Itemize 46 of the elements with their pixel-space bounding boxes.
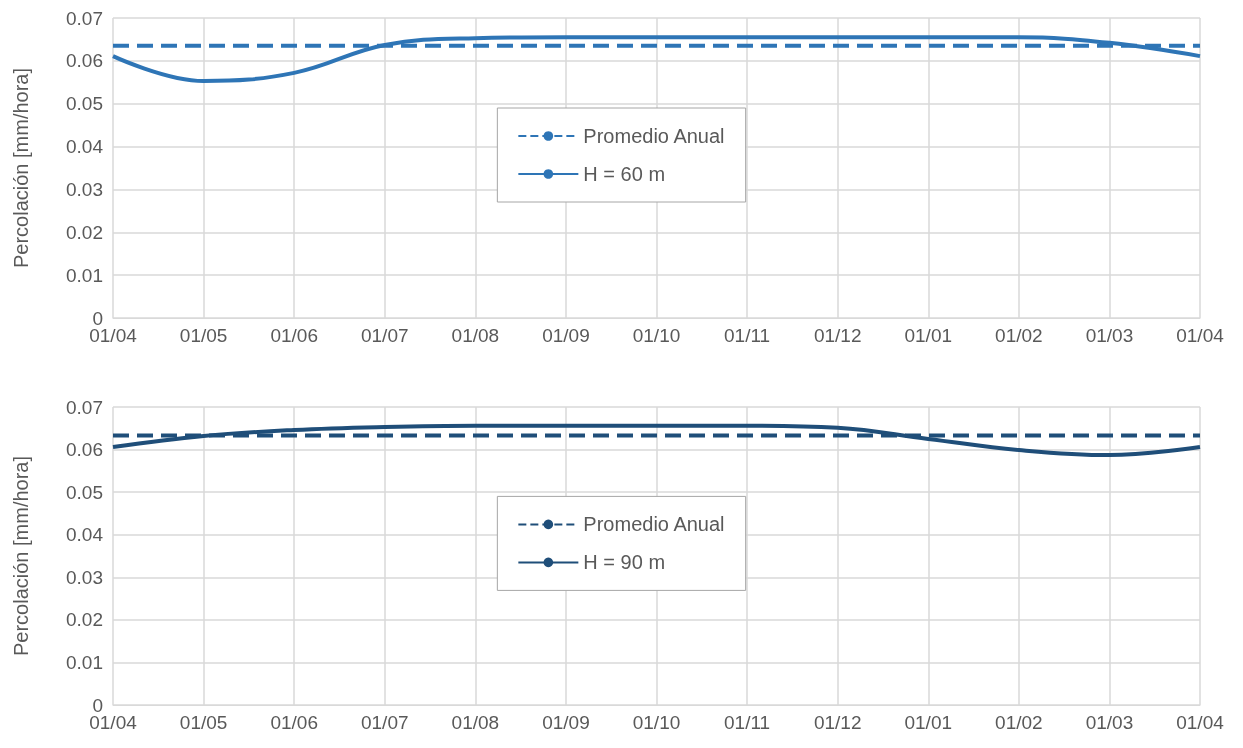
x-tick-label: 01/11 [724,712,771,733]
y-tick-label: 0.03 [66,178,103,200]
x-tick-label: 01/01 [904,712,953,733]
y-tick-label: 0.02 [66,609,103,631]
y-tick-label: 0.04 [66,524,104,546]
x-tick-label: 01/01 [904,325,953,346]
y-tick-label: 0.05 [66,481,103,503]
x-tick-label: 01/04 [1176,712,1225,733]
y-tick-label: 0.03 [66,566,103,588]
y-axis-title: Percolación [mm/hora] [10,67,32,269]
x-tick-label: 01/09 [542,325,590,346]
y-tick-label: 0.07 [66,396,103,418]
x-tick-label: 01/02 [995,712,1043,733]
x-tick-label: 01/10 [632,712,681,733]
x-tick-label: 01/11 [724,325,771,346]
x-tick-label: 01/06 [270,712,318,733]
legend-label: Promedio Anual [583,125,725,147]
x-tick-label: 01/12 [813,712,862,733]
x-tick-label: 01/12 [813,325,862,346]
x-tick-label: 01/02 [995,325,1043,346]
line-series [111,35,1202,83]
y-tick-label: 0.01 [66,651,103,673]
y-tick-label: 0.06 [66,439,103,461]
y-axis-title: Percolación [mm/hora] [10,455,32,657]
y-tick-label: 0.04 [66,136,104,158]
x-tick-label: 01/07 [360,325,409,346]
y-tick-label: 0.02 [66,221,103,243]
x-tick-label: 01/05 [179,325,228,346]
legend-label: H = 60 m [583,163,666,185]
line-series [111,423,1202,458]
x-tick-label: 01/10 [632,325,681,346]
x-tick-label: 01/04 [1176,325,1225,346]
y-tick-label: 0.06 [66,50,103,72]
x-tick-label: 01/07 [360,712,409,733]
x-tick-label: 01/05 [179,712,228,733]
x-tick-label: 01/03 [1085,712,1134,733]
x-tick-label: 01/08 [451,325,500,346]
y-tick-label: 0.07 [66,7,103,29]
x-tick-label: 01/08 [451,712,500,733]
x-tick-label: 01/09 [542,712,590,733]
y-tick-label: 0.05 [66,93,103,115]
legend-label: Promedio Anual [583,513,725,536]
x-tick-label: 01/06 [270,325,318,346]
y-tick-label: 0.01 [66,264,103,286]
legend-label: H = 90 m [583,551,666,574]
x-tick-label: 01/03 [1085,325,1134,346]
